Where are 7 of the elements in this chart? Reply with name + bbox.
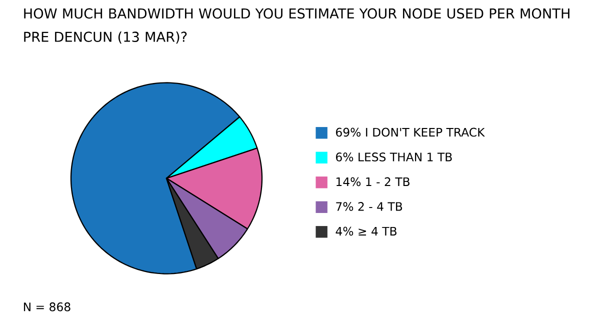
legend-label: 14% 1 - 2 TB bbox=[336, 177, 410, 186]
legend-label: 4% ≥ 4 TB bbox=[336, 226, 396, 236]
text: N = 868 bbox=[24, 302, 70, 312]
legend-label: 7% 2 - 4 TB bbox=[336, 202, 402, 211]
legend-label: 6% LESS THAN 1 TB bbox=[336, 152, 452, 162]
chart-title: HOW MUCH BANDWIDTH WOULD YOU ESTIMATE YOUR NODE USED PER MONTH PRE DENCUN (13 MAR)? bbox=[24, 8, 570, 44]
legend-label: 69% I DON'T KEEP TRACK bbox=[336, 128, 485, 136]
